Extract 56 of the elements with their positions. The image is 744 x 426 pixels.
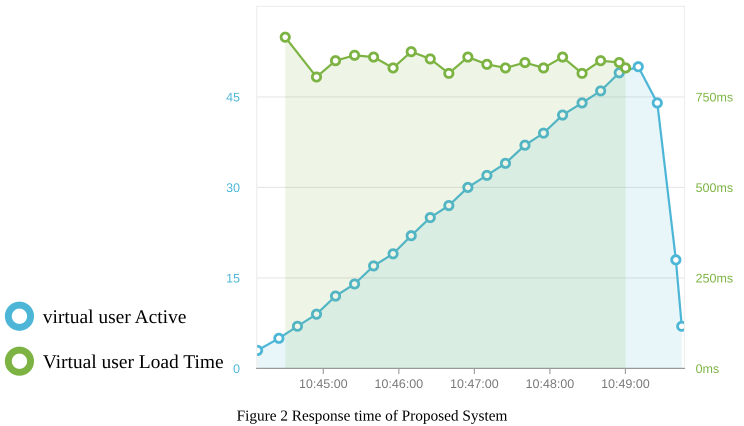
point bbox=[576, 97, 588, 109]
legend-label: Virtual user Load Time bbox=[42, 354, 223, 368]
x-tick-label: 10:46:00 bbox=[375, 379, 423, 388]
point bbox=[538, 62, 550, 74]
point bbox=[424, 53, 436, 64]
point bbox=[310, 71, 322, 83]
point bbox=[349, 50, 360, 61]
point bbox=[462, 52, 474, 63]
point bbox=[620, 62, 632, 74]
point bbox=[388, 62, 399, 74]
point bbox=[406, 46, 417, 58]
point bbox=[443, 68, 454, 79]
point bbox=[576, 68, 588, 79]
point bbox=[519, 56, 531, 68]
point bbox=[330, 55, 342, 66]
point bbox=[330, 290, 342, 302]
x-tick-label: 10:49:00 bbox=[602, 379, 650, 388]
point bbox=[462, 182, 474, 193]
y-tick-label: 15 bbox=[227, 274, 240, 283]
y2-tick-label: 250ms bbox=[696, 274, 733, 283]
y-tick-label: 45 bbox=[226, 92, 240, 102]
point bbox=[652, 97, 663, 109]
point bbox=[481, 170, 492, 181]
x-tick-label: 10:47:00 bbox=[450, 379, 498, 388]
point bbox=[670, 254, 682, 266]
point bbox=[595, 85, 606, 96]
point bbox=[273, 332, 284, 344]
point bbox=[349, 278, 360, 290]
point bbox=[310, 308, 322, 320]
point bbox=[632, 61, 644, 72]
point bbox=[614, 56, 625, 68]
point bbox=[557, 52, 568, 63]
point bbox=[406, 230, 417, 242]
x-tick-label: 10:45:00 bbox=[300, 379, 348, 388]
point bbox=[292, 320, 304, 332]
x-tick-label: 10:48:00 bbox=[526, 379, 574, 388]
y2-tick-label: 750ms bbox=[696, 92, 733, 102]
point bbox=[481, 58, 492, 70]
y2-tick-label: 0ms bbox=[696, 364, 719, 374]
point bbox=[368, 52, 380, 63]
caption: Figure 2 Response time of Proposed System bbox=[237, 410, 508, 424]
point bbox=[424, 212, 436, 224]
point bbox=[595, 55, 606, 66]
y2-tick-label: 500ms bbox=[696, 183, 733, 192]
point bbox=[557, 109, 568, 121]
point bbox=[538, 128, 550, 139]
point bbox=[280, 32, 291, 43]
point bbox=[519, 140, 531, 151]
y-tick-label: 30 bbox=[226, 183, 240, 192]
point bbox=[443, 200, 454, 212]
legend-label: virtual user Active bbox=[42, 310, 186, 324]
point bbox=[388, 248, 399, 260]
y-tick-label: 0 bbox=[234, 364, 240, 374]
point bbox=[500, 158, 512, 169]
point bbox=[368, 260, 380, 272]
point bbox=[500, 62, 512, 74]
